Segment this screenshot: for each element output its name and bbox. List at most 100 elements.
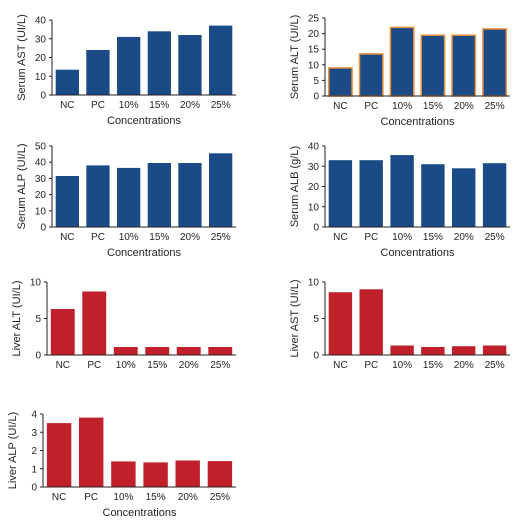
y-tick-label: 30 (308, 162, 320, 173)
y-axis-title: Liver AST (UI/L) (289, 279, 301, 357)
y-tick-label: 0 (313, 223, 319, 234)
y-tick-label: 40 (308, 142, 320, 153)
y-tick-label: 4 (31, 410, 37, 421)
y-tick-label: 10 (30, 278, 42, 289)
y-axis-title: Liver ALP (UI/L) (7, 412, 19, 489)
y-tick-label: 20 (35, 190, 47, 201)
y-axis-title: Serum ALP (UI/L) (16, 144, 28, 230)
bar-serum-alb-0 (328, 160, 353, 227)
x-tick-label: NC (333, 360, 347, 371)
x-tick-label: PC (364, 360, 378, 371)
bar-liver-ast-3 (421, 347, 445, 355)
x-tick-label: 20% (179, 360, 199, 371)
y-tick-label: 50 (35, 142, 47, 153)
x-tick-label: NC (333, 101, 347, 112)
bar-liver-alt-3 (145, 347, 170, 355)
bar-liver-ast-2 (390, 345, 414, 355)
x-tick-label: 10% (392, 101, 412, 112)
bar-serum-alt-0 (327, 67, 353, 97)
bar-liver-alp-4 (175, 460, 200, 487)
x-tick-label: 10% (116, 360, 136, 371)
x-tick-label: 25% (211, 232, 231, 243)
bar-liver-ast-5 (482, 345, 507, 355)
y-tick-label: 10 (35, 206, 47, 217)
serum-alt-chart: 0 5 10 15 20 25 NC PC 10% 15% 20% 25% Concentrations… (289, 14, 510, 128)
y-tick-label: 25 (308, 14, 320, 25)
bar-serum-ast-0 (55, 69, 79, 95)
x-tick-label: 15% (147, 360, 167, 371)
bar-serum-alp-5 (209, 153, 233, 227)
bar-serum-alp-0 (55, 176, 79, 227)
x-tick-label: NC (60, 232, 74, 243)
x-tick-label: 10% (119, 232, 139, 243)
x-tick-label: 25% (485, 101, 505, 112)
bar-liver-alt-2 (113, 347, 138, 355)
y-tick-label: 5 (313, 314, 319, 325)
x-tick-label: PC (364, 101, 378, 112)
x-tick-label: 20% (180, 100, 200, 111)
bar-serum-alb-3 (421, 164, 445, 227)
x-tick-label: NC (60, 100, 74, 111)
y-tick-label: 20 (308, 182, 320, 193)
y-tick-label: 1 (31, 464, 37, 475)
bar-liver-alp-5 (207, 461, 233, 487)
x-tick-label: 20% (180, 232, 200, 243)
x-tick-label: 10% (392, 360, 412, 371)
bar-serum-ast-3 (147, 31, 171, 96)
y-tick-label: 20 (308, 29, 320, 40)
bar-serum-alt-2 (389, 26, 415, 97)
x-tick-label: NC (52, 492, 66, 503)
y-tick-label: 40 (35, 16, 47, 27)
x-axis-title: Concentrations (107, 247, 181, 259)
liver-ast-chart: 0 5 10 NC PC 10% 15% 20% 25% Liver AST (UI/L) (289, 278, 510, 371)
x-tick-label: 10% (113, 492, 133, 503)
bar-liver-ast-0 (328, 292, 353, 355)
bar-serum-alt-1 (358, 53, 384, 97)
x-tick-label: 15% (146, 492, 166, 503)
x-tick-label: PC (91, 100, 105, 111)
x-tick-label: 20% (454, 101, 474, 112)
x-tick-label: PC (87, 360, 101, 371)
serum-ast-chart: 0 10 20 30 40 NC PC 10% 15% 20% 25% Concentrations S… (16, 14, 236, 127)
bar-serum-alt-5 (482, 28, 508, 97)
x-axis-title: Concentrations (381, 116, 455, 128)
bar-liver-alt-0 (50, 309, 75, 355)
y-tick-label: 0 (313, 92, 319, 103)
bar-liver-alt-4 (176, 347, 201, 355)
x-tick-label: 15% (423, 101, 443, 112)
bar-serum-ast-1 (86, 50, 110, 95)
y-axis-title: Serum ALT (UI/L) (289, 15, 301, 100)
x-tick-label: NC (56, 360, 70, 371)
y-tick-label: 0 (31, 483, 37, 494)
y-axis-title: Serum AST (UI/L) (16, 14, 28, 101)
bar-serum-alt-3 (420, 34, 446, 97)
y-tick-label: 20 (35, 53, 47, 64)
y-tick-label: 30 (35, 34, 47, 45)
y-tick-label: 10 (35, 72, 47, 83)
bar-serum-ast-5 (209, 25, 233, 96)
liver-alp-chart: 0 1 2 3 4 NC PC 10% 15% 20% 25% Concentrations Liver… (7, 410, 236, 519)
bar-liver-alt-1 (82, 291, 107, 355)
y-tick-label: 15 (308, 45, 320, 56)
x-tick-label: 15% (423, 360, 443, 371)
bar-liver-ast-1 (359, 289, 383, 355)
x-axis-title: Concentrations (381, 247, 455, 259)
x-tick-label: 15% (149, 100, 169, 111)
y-axis-title: Serum ALB (g/L) (289, 146, 301, 227)
x-tick-label: 25% (485, 360, 505, 371)
serum-alp-chart: 0 10 20 30 40 50 NC PC 10% 15% 20% 25% Concentration… (16, 142, 236, 259)
y-tick-label: 5 (35, 314, 41, 325)
x-tick-label: NC (333, 232, 347, 243)
y-tick-label: 0 (40, 223, 46, 234)
x-axis-title: Concentrations (103, 507, 177, 519)
x-tick-label: 20% (454, 360, 474, 371)
x-axis-title: Concentrations (107, 115, 181, 127)
y-tick-label: 0 (35, 351, 41, 362)
y-axis-title: Liver ALT (UI/L) (11, 280, 23, 356)
y-tick-label: 10 (308, 60, 320, 71)
x-tick-label: PC (84, 492, 98, 503)
bar-serum-alp-4 (178, 163, 202, 227)
x-tick-label: 25% (485, 232, 505, 243)
bar-serum-alp-3 (147, 163, 171, 227)
